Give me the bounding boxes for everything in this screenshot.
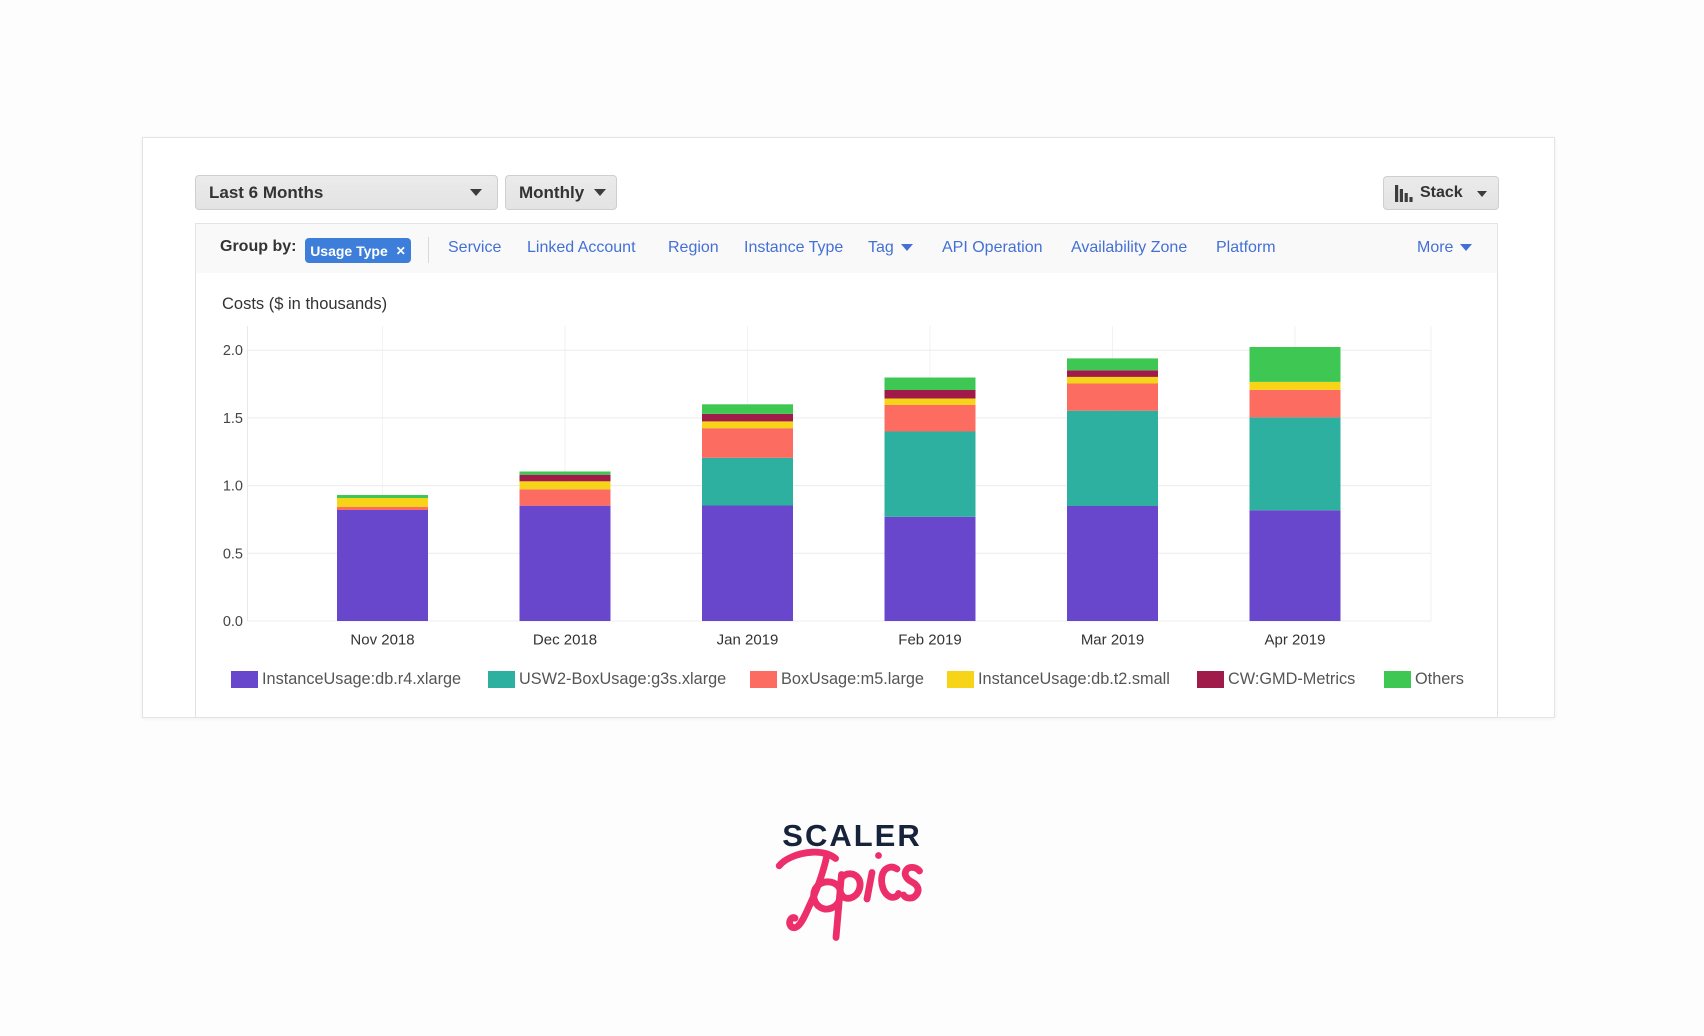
svg-text:0.0: 0.0 (223, 614, 243, 630)
svg-text:Apr 2019: Apr 2019 (1265, 631, 1326, 648)
svg-text:BoxUsage:m5.large: BoxUsage:m5.large (781, 670, 924, 688)
svg-text:Costs ($ in thousands): Costs ($ in thousands) (222, 295, 387, 313)
svg-text:Mar 2019: Mar 2019 (1081, 631, 1144, 648)
svg-text:Feb 2019: Feb 2019 (898, 631, 961, 648)
svg-text:2.0: 2.0 (223, 343, 243, 359)
svg-text:0.5: 0.5 (223, 546, 243, 562)
svg-text:Nov 2018: Nov 2018 (350, 631, 414, 648)
svg-text:InstanceUsage:db.t2.small: InstanceUsage:db.t2.small (978, 670, 1170, 688)
svg-text:Jan 2019: Jan 2019 (717, 631, 779, 648)
svg-text:1.0: 1.0 (223, 479, 243, 495)
svg-text:CW:GMD-Metrics: CW:GMD-Metrics (1228, 670, 1355, 688)
svg-text:InstanceUsage:db.r4.xlarge: InstanceUsage:db.r4.xlarge (262, 670, 461, 688)
svg-text:1.5: 1.5 (223, 411, 243, 427)
svg-text:USW2-BoxUsage:g3s.xlarge: USW2-BoxUsage:g3s.xlarge (519, 670, 726, 688)
svg-text:Others: Others (1415, 670, 1464, 688)
svg-text:Dec 2018: Dec 2018 (533, 631, 597, 648)
